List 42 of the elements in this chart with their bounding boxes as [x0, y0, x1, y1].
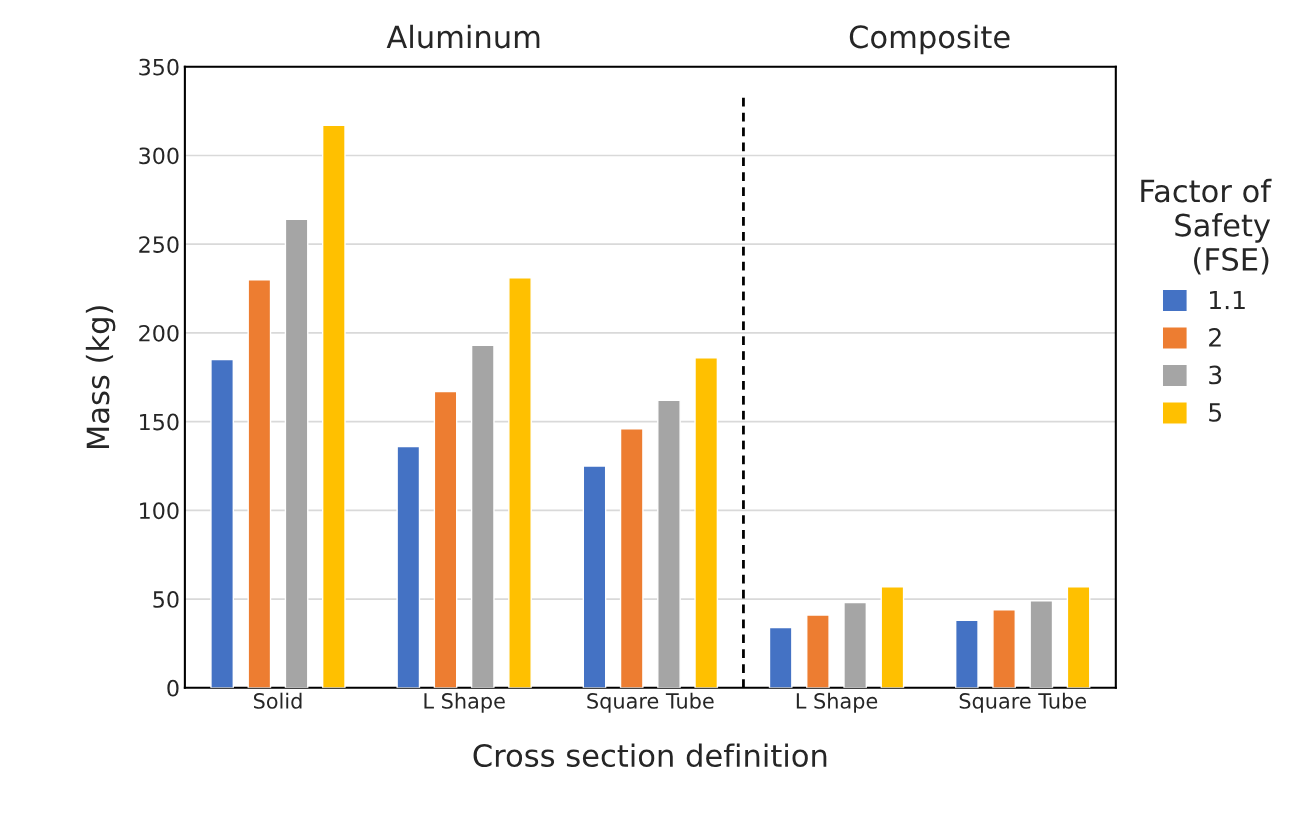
- text: Aluminum: [386, 24, 540, 49]
- bar: [806, 614, 830, 688]
- x-axis-title: Cross section definition: [473, 743, 827, 768]
- legend-label: 5: [1209, 403, 1222, 422]
- bar: [619, 428, 644, 688]
- bar: [1066, 585, 1091, 688]
- y-tick-label: 200: [139, 324, 179, 342]
- y-tick-label: 300: [139, 147, 179, 165]
- bar: [210, 358, 234, 688]
- legend-label: 1.1: [1210, 290, 1245, 310]
- bar: [768, 626, 793, 688]
- bar: [694, 357, 719, 688]
- y-tick-label: 0: [167, 679, 179, 697]
- text: Composite: [849, 24, 1010, 55]
- legend-label: 2: [1209, 328, 1221, 347]
- bar: [1029, 600, 1054, 688]
- y-tick-label: 150: [140, 413, 179, 431]
- bar: [657, 399, 681, 688]
- bar: [247, 278, 272, 688]
- bar: [321, 124, 346, 688]
- x-tick-label: Square Tube: [959, 692, 1086, 713]
- y-tick-label: 350: [139, 58, 179, 76]
- x-tick-label: Square Tube: [587, 692, 714, 713]
- y-tick-label: 100: [140, 502, 179, 520]
- bar: [843, 601, 868, 688]
- bar: [992, 609, 1016, 688]
- bar: [470, 344, 495, 688]
- bar: [880, 585, 905, 688]
- x-tick-label: L Shape: [424, 692, 505, 713]
- bar: [433, 390, 458, 688]
- legend-label: 3: [1209, 365, 1222, 385]
- y-axis-title: Mass (kg): [85, 306, 116, 449]
- bar: [508, 277, 532, 688]
- bar: [396, 445, 421, 688]
- x-tick-label: Solid: [253, 692, 302, 709]
- bar: [954, 619, 979, 688]
- bar: [582, 465, 607, 688]
- bar: [284, 218, 309, 688]
- legend-title: Factor of Safety (FSE): [1141, 178, 1272, 275]
- x-tick-label: L Shape: [796, 692, 878, 713]
- y-tick-label: 250: [139, 236, 179, 253]
- y-tick-label: 50: [153, 591, 179, 608]
